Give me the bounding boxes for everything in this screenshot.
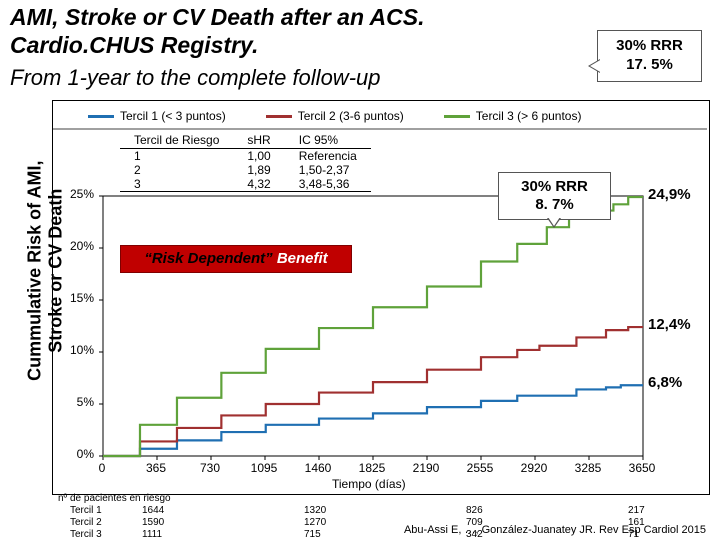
series-end-label: 6,8% [648, 374, 682, 391]
at-risk-value: 715 [304, 529, 321, 540]
stats-header: Tercil de Riesgo [120, 132, 233, 149]
x-axis-title: Tiempo (días) [332, 477, 406, 491]
at-risk-row-label: Tercil 2 [70, 517, 102, 528]
y-tick: 25% [70, 187, 94, 201]
at-risk-value: 826 [466, 505, 483, 516]
at-risk-title: nº de pacientes en riesgo [58, 493, 171, 504]
stats-header: IC 95% [285, 132, 371, 149]
x-tick: 1825 [355, 461, 389, 475]
x-tick: 0 [85, 461, 119, 475]
callout-mid: 30% RRR 8. 7% [498, 172, 611, 220]
stats-table: Tercil de RiesgosHRIC 95% 11,00Referencia… [120, 132, 371, 192]
at-risk-value: 1320 [304, 505, 326, 516]
page-title: AMI, Stroke or CV Death after an ACS. Ca… [10, 4, 570, 59]
legend-label: Tercil 3 (> 6 puntos) [476, 109, 582, 123]
callout-top-right: 30% RRR 17. 5% [597, 30, 702, 82]
at-risk-value: 1111 [142, 529, 162, 540]
banner-benefit: Benefit [277, 250, 328, 267]
at-risk-row-label: Tercil 3 [70, 529, 102, 540]
x-tick: 3285 [571, 461, 605, 475]
legend-label: Tercil 2 (3-6 puntos) [298, 109, 404, 123]
stats-cell: Referencia [285, 149, 371, 164]
callout-line2: 17. 5% [602, 56, 697, 75]
callout-mid-line2: 8. 7% [507, 196, 602, 214]
at-risk-value: 1270 [304, 517, 326, 528]
x-tick: 730 [193, 461, 227, 475]
stats-cell: 1,00 [233, 149, 284, 164]
stats-cell: 3,48-5,36 [285, 177, 371, 192]
stats-cell: 1,50-2,37 [285, 163, 371, 177]
y-tick: 5% [70, 395, 94, 409]
stats-cell: 1,89 [233, 163, 284, 177]
y-tick: 0% [70, 447, 94, 461]
y-tick: 20% [70, 239, 94, 253]
legend-label: Tercil 1 (< 3 puntos) [120, 109, 226, 123]
benefit-banner: “Risk Dependent” Benefit [120, 245, 352, 273]
legend-item: Tercil 3 (> 6 puntos) [444, 109, 582, 123]
series-end-label: 24,9% [648, 186, 691, 203]
series-end-label: 12,4% [648, 316, 691, 333]
at-risk-row-label: Tercil 1 [70, 505, 102, 516]
x-tick: 2555 [463, 461, 497, 475]
legend-item: Tercil 1 (< 3 puntos) [88, 109, 226, 123]
stats-cell: 2 [120, 163, 233, 177]
callout-line1: 30% RRR [602, 37, 697, 56]
subtitle: From 1-year to the complete follow-up [10, 65, 381, 91]
y-tick: 15% [70, 291, 94, 305]
legend-swatch [444, 115, 470, 118]
x-tick: 1095 [247, 461, 281, 475]
x-tick: 3650 [625, 461, 659, 475]
x-tick: 1460 [301, 461, 335, 475]
stats-cell: 3 [120, 177, 233, 192]
stats-header: sHR [233, 132, 284, 149]
callout-mid-line1: 30% RRR [507, 178, 602, 196]
x-tick: 2920 [517, 461, 551, 475]
citation: Abu-Assi E, …, González-Juanatey JR. Rev… [404, 524, 706, 536]
banner-quoted: “Risk Dependent” [144, 250, 277, 267]
y-tick: 10% [70, 343, 94, 357]
at-risk-value: 1644 [142, 505, 164, 516]
legend: Tercil 1 (< 3 puntos) Tercil 2 (3-6 punto… [88, 109, 581, 123]
legend-item: Tercil 2 (3-6 puntos) [266, 109, 404, 123]
legend-swatch [266, 115, 292, 118]
at-risk-value: 217 [628, 505, 645, 516]
x-tick: 365 [139, 461, 173, 475]
legend-swatch [88, 115, 114, 118]
stats-cell: 1 [120, 149, 233, 164]
stats-cell: 4,32 [233, 177, 284, 192]
at-risk-value: 1590 [142, 517, 164, 528]
x-tick: 2190 [409, 461, 443, 475]
